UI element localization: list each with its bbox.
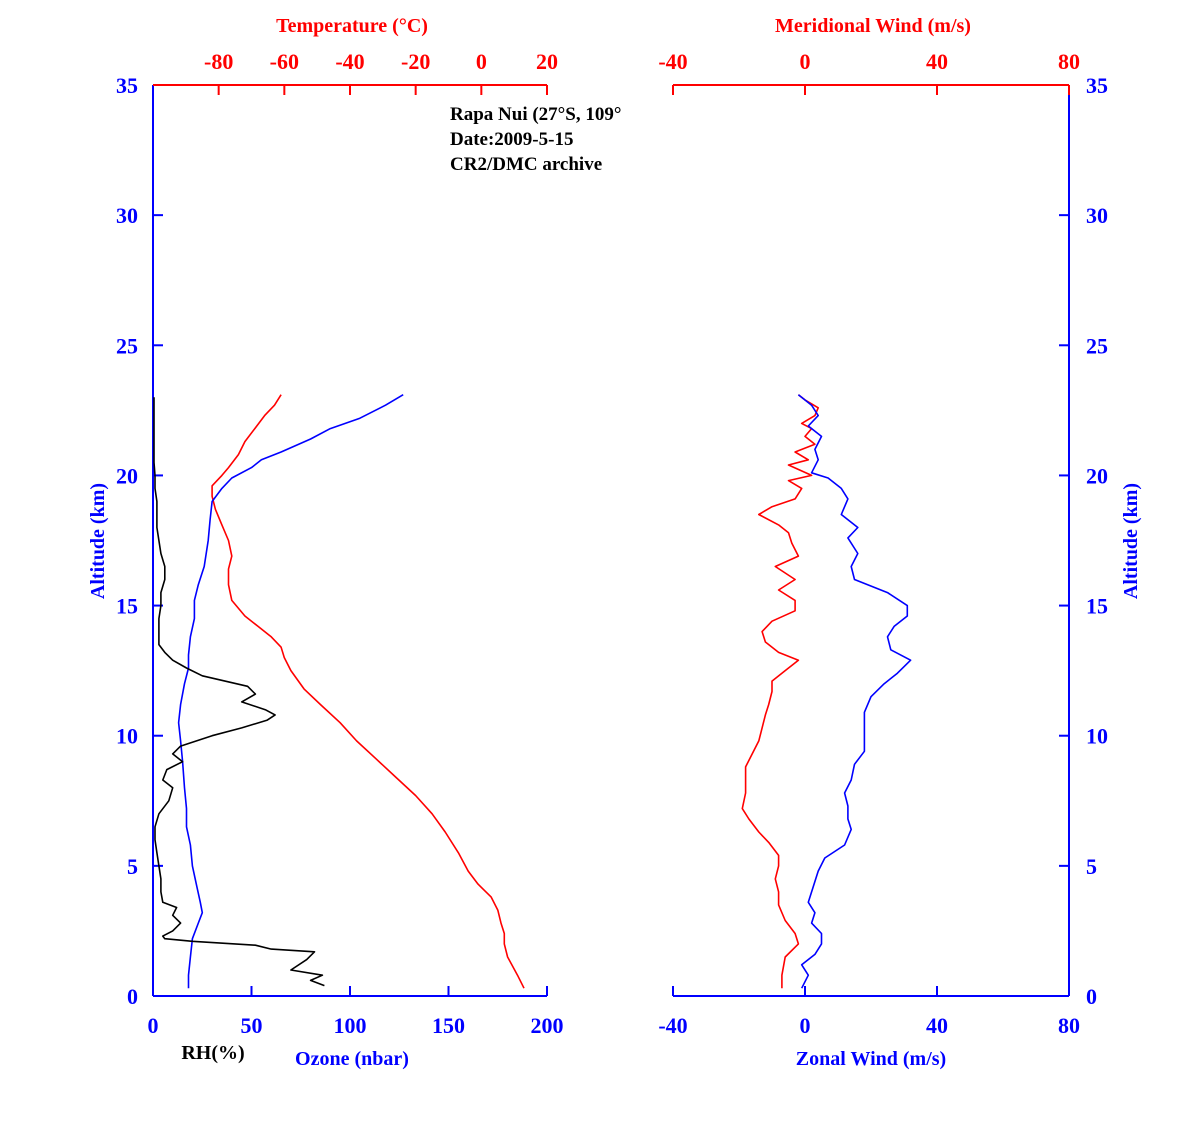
left-bottom-tick-label: 0 <box>148 1013 159 1038</box>
left-series-black-line <box>153 397 325 987</box>
right-top-tick-label: -40 <box>658 49 687 74</box>
left-top-tick-label: -80 <box>204 49 233 74</box>
rh-axis-label: RH(%) <box>181 1042 244 1064</box>
annotation-date: Date:2009-5-15 <box>450 129 573 150</box>
right-altitude-tick-label: 10 <box>1086 724 1108 749</box>
left-bottom-tick-label: 100 <box>334 1013 367 1038</box>
right-series-blue-line <box>797 394 912 989</box>
altitude-axis-label-left: Altitude (km) <box>87 483 109 599</box>
left-altitude-tick-label: 35 <box>116 73 138 98</box>
right-altitude-tick-label: 25 <box>1086 333 1108 358</box>
annotation-source: CR2/DMC archive <box>450 154 602 175</box>
right-altitude-tick-label: 35 <box>1086 73 1108 98</box>
meridional-wind-axis-label: Meridional Wind (m/s) <box>775 15 971 37</box>
left-series-red-line <box>211 394 525 989</box>
left-bottom-tick-label: 50 <box>241 1013 263 1038</box>
right-altitude-tick-label: 20 <box>1086 463 1108 488</box>
left-altitude-tick-label: 30 <box>116 203 138 228</box>
left-series-blue-line <box>177 394 404 989</box>
left-altitude-tick-label: 15 <box>116 594 138 619</box>
left-altitude-tick-label: 0 <box>127 984 138 1009</box>
altitude-axis-label-right: Altitude (km) <box>1120 483 1142 599</box>
right-bottom-tick-label: 40 <box>926 1013 948 1038</box>
annotation-station: Rapa Nui (27°S, 109° <box>450 104 621 125</box>
left-altitude-tick-label: 10 <box>116 724 138 749</box>
right-top-tick-label: 40 <box>926 49 948 74</box>
temperature-axis-label: Temperature (°C) <box>276 15 428 37</box>
left-bottom-tick-label: 200 <box>531 1013 564 1038</box>
left-top-tick-label: -20 <box>401 49 430 74</box>
left-altitude-tick-label: 25 <box>116 333 138 358</box>
right-bottom-tick-label: 0 <box>800 1013 811 1038</box>
left-altitude-tick-label: 5 <box>127 854 138 879</box>
left-top-tick-label: 20 <box>536 49 558 74</box>
right-top-tick-label: 80 <box>1058 49 1080 74</box>
right-top-tick-label: 0 <box>800 49 811 74</box>
left-bottom-tick-label: 150 <box>432 1013 465 1038</box>
right-altitude-tick-label: 15 <box>1086 594 1108 619</box>
left-altitude-tick-label: 20 <box>116 463 138 488</box>
right-altitude-tick-label: 0 <box>1086 984 1097 1009</box>
right-altitude-tick-label: 30 <box>1086 203 1108 228</box>
right-panel: 0 5 10 15 20 25 30 35 -40 0 40 80 -40 0 40 80 <box>658 49 1108 1038</box>
right-bottom-tick-label: 80 <box>1058 1013 1080 1038</box>
left-top-tick-label: -40 <box>335 49 364 74</box>
right-bottom-tick-label: -40 <box>658 1013 687 1038</box>
left-top-tick-label: 0 <box>476 49 487 74</box>
zonal-wind-axis-label: Zonal Wind (m/s) <box>796 1048 946 1070</box>
right-series-red-line <box>741 394 819 989</box>
ozone-axis-label: Ozone (nbar) <box>295 1048 409 1070</box>
left-top-tick-label: -60 <box>270 49 299 74</box>
right-altitude-tick-label: 5 <box>1086 854 1097 879</box>
